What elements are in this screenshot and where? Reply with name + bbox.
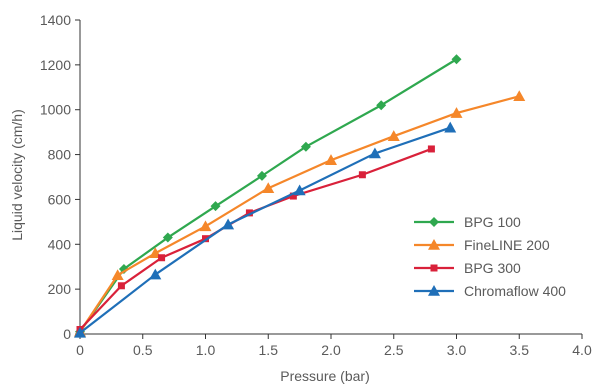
x-tick-label: 1.5 [259, 342, 279, 358]
data-point [222, 218, 235, 230]
legend-label: Chromaflow 400 [464, 283, 566, 299]
series-line [79, 147, 432, 331]
y-tick-label: 400 [48, 236, 72, 252]
data-point [427, 145, 435, 153]
x-axis-title: Pressure (bar) [280, 368, 369, 384]
data-point [199, 220, 212, 232]
data-point [262, 182, 275, 194]
legend-label: BPG 300 [464, 260, 521, 276]
y-axis-title: Liquid velocity (cm/h) [9, 109, 25, 241]
data-point [117, 282, 125, 290]
y-tick-label: 800 [48, 147, 72, 163]
data-point [513, 90, 526, 102]
data-point [118, 263, 129, 274]
data-point [451, 54, 462, 65]
y-tick-label: 1200 [40, 57, 71, 73]
x-tick-label: 2.0 [321, 342, 341, 358]
x-tick-label: 0.5 [133, 342, 153, 358]
x-tick-label: 3.5 [510, 342, 530, 358]
chart-ticks: 0 0.5 1.0 1.5 2.0 2.5 3.0 3.5 4.0 0 200 400 600 800 10… [40, 12, 592, 358]
data-point [210, 201, 221, 212]
x-tick-label: 3.0 [447, 342, 467, 358]
data-point [158, 254, 166, 262]
data-point [387, 130, 400, 141]
data-point [256, 170, 267, 181]
y-tick-label: 1000 [40, 102, 71, 118]
data-point [376, 100, 387, 111]
series-fineline-200 [74, 90, 526, 337]
series-line [79, 58, 458, 333]
x-tick-label: 2.5 [384, 342, 404, 358]
series-line [79, 126, 451, 334]
legend-item: Chromaflow 400 [414, 283, 566, 299]
y-tick-label: 200 [48, 281, 72, 297]
legend-label: FineLINE 200 [464, 237, 550, 253]
legend-item: BPG 300 [414, 260, 521, 276]
legend-marker [430, 264, 438, 272]
data-point [300, 141, 311, 152]
data-point [358, 171, 366, 179]
data-point [149, 268, 162, 280]
chart-series [74, 54, 526, 338]
x-tick-label: 1.0 [196, 342, 216, 358]
data-point [325, 154, 337, 165]
data-point [202, 235, 209, 243]
y-tick-label: 1400 [40, 12, 71, 28]
data-point [368, 147, 381, 159]
legend-label: BPG 100 [464, 214, 521, 230]
y-tick-label: 0 [63, 326, 71, 342]
y-tick-label: 600 [48, 191, 72, 207]
series-chromaflow-400 [74, 121, 457, 338]
x-tick-label: 4.0 [572, 342, 592, 358]
legend-marker [429, 217, 439, 227]
series-bpg-300 [76, 145, 435, 334]
legend-marker [428, 239, 440, 250]
data-point [444, 121, 457, 133]
legend-item: FineLINE 200 [414, 237, 550, 253]
legend-item: BPG 100 [414, 214, 521, 230]
chart-legend: BPG 100 FineLINE 200 BPG 300 Chromaflow 400 [414, 214, 566, 299]
legend-marker [428, 285, 440, 296]
data-point [245, 209, 253, 217]
series-bpg-100 [75, 54, 462, 337]
data-point [293, 184, 306, 196]
x-tick-label: 0 [76, 342, 84, 358]
data-point [289, 192, 297, 200]
data-point [162, 232, 173, 243]
data-point [111, 269, 124, 281]
data-point [74, 326, 86, 338]
data-point [450, 107, 463, 118]
